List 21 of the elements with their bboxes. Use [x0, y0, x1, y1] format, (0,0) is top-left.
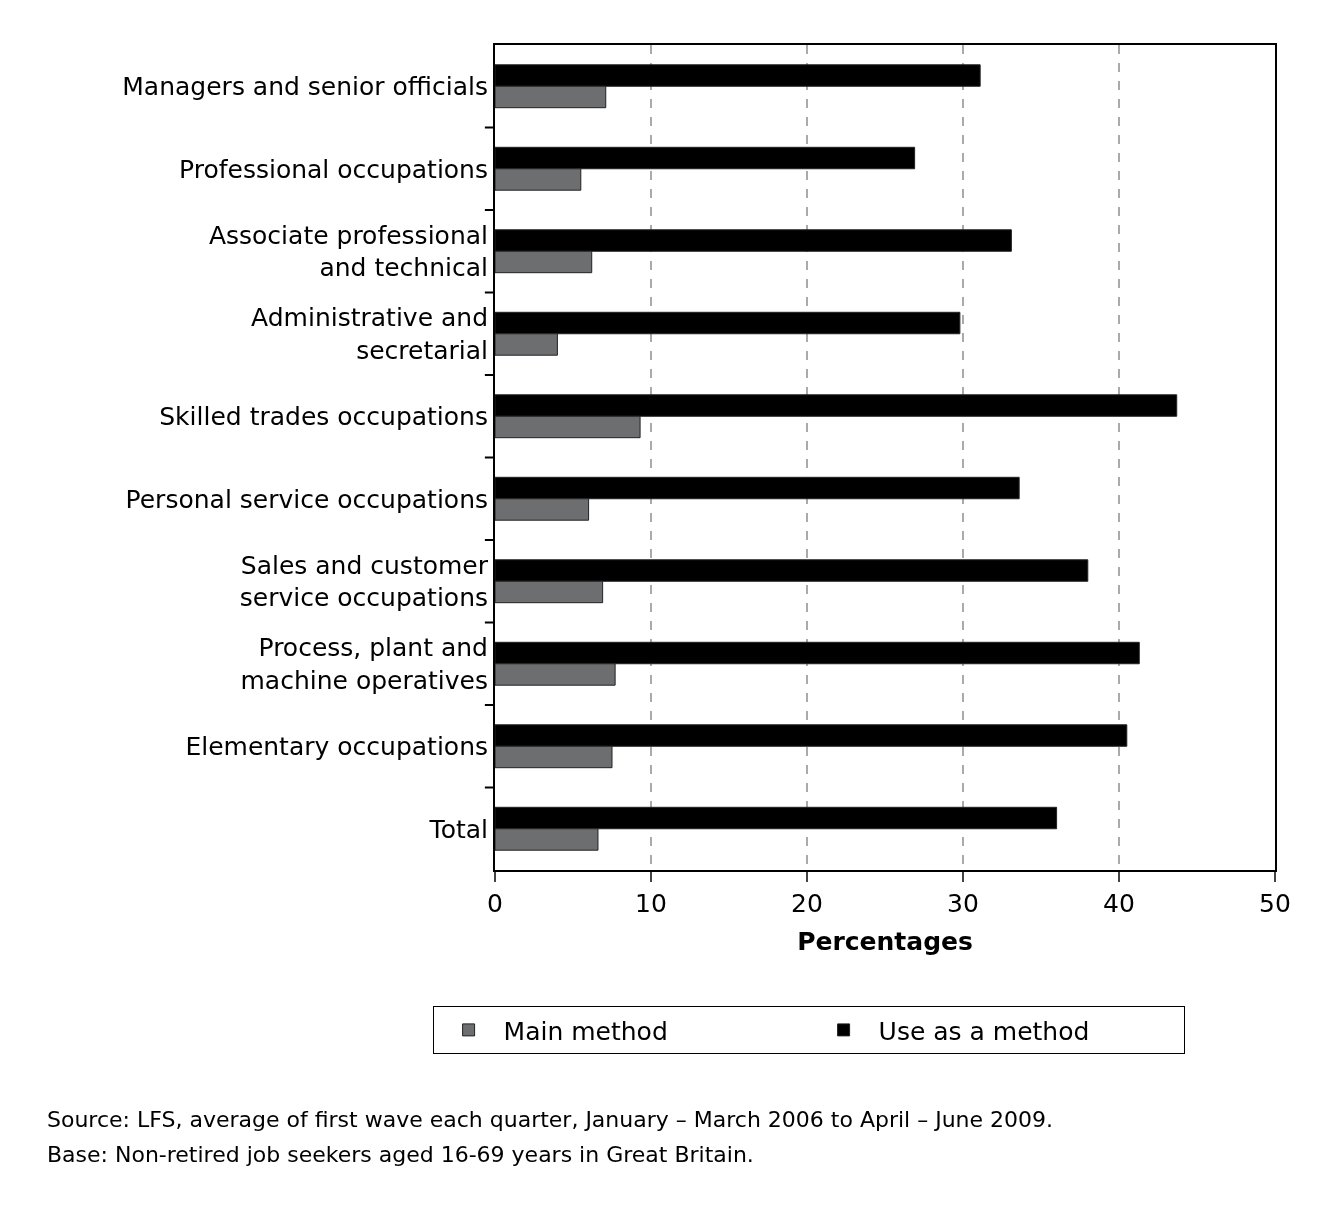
y-tick-label: Process, plant and machine operatives — [240, 633, 488, 695]
text: Base: Non-retired job seekers aged 16-69 years in Great Britain. — [47, 1142, 754, 1167]
y-tick-label: Professional occupations — [179, 154, 488, 184]
y-tick-label: Elementary occupations — [185, 732, 488, 761]
y-tick-label: Sales and customer service occupations — [239, 550, 489, 613]
x-tick-label: 10 — [635, 889, 667, 918]
y-tick-label: Managers and senior officials — [122, 72, 488, 101]
y-tick-label: Skilled trades occupations — [159, 402, 488, 431]
y-tick-label: Personal service occupations — [125, 484, 488, 514]
y-tick-label: Associate professional and technical — [208, 220, 488, 283]
legend-label: Use as a method — [878, 1016, 1090, 1046]
x-tick-label: 20 — [791, 889, 823, 918]
y-tick-label: Total — [428, 814, 488, 844]
x-tick-label: 40 — [1103, 889, 1135, 918]
x-tick-label: 30 — [947, 889, 979, 918]
x-tick-label: 0 — [487, 889, 503, 918]
x-tick-label: 50 — [1259, 889, 1291, 918]
y-tick-label: Administrative and secretarial — [251, 303, 488, 365]
legend-label: Main method — [503, 1016, 668, 1046]
source-note: Source: LFS, average of first wave each quarter, January – March 2006 to April – June 2009. — [47, 1107, 1054, 1132]
x-axis-title: Percentages — [797, 926, 973, 956]
